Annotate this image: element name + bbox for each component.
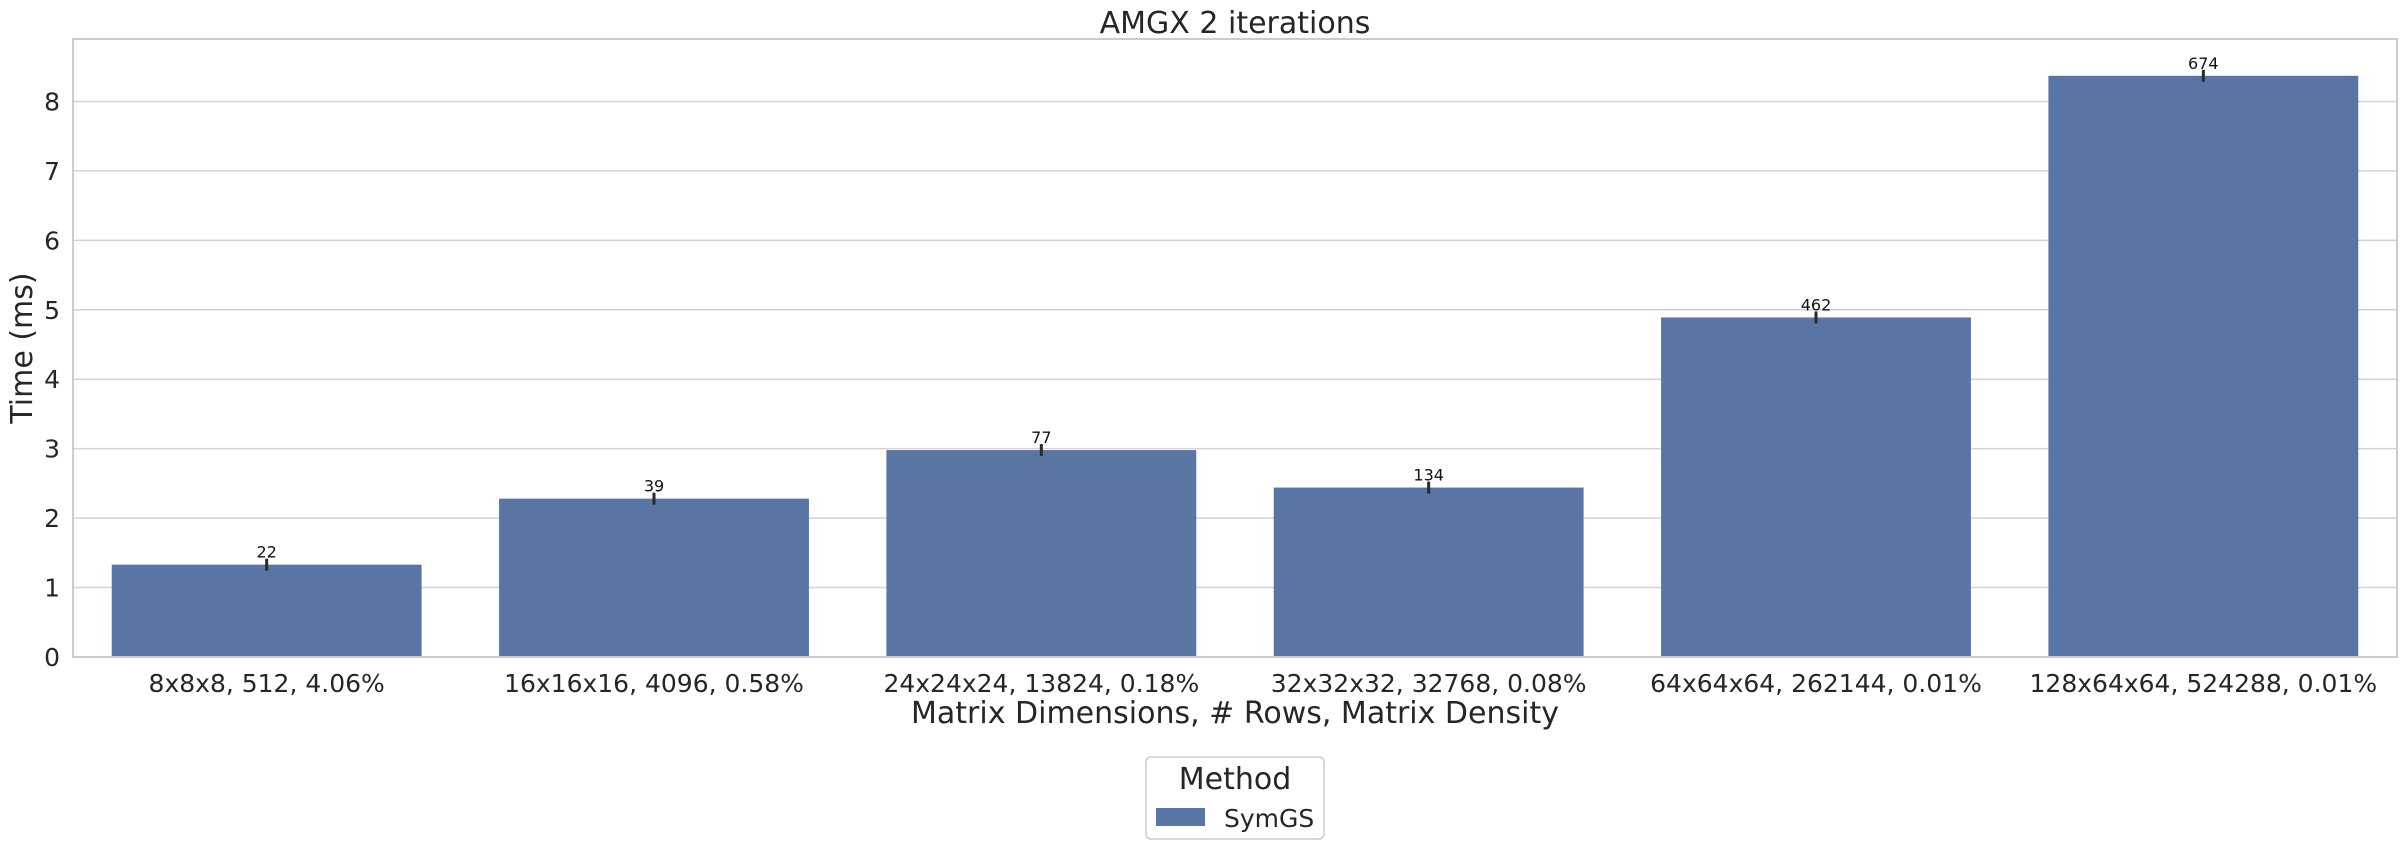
x-axis-label: Matrix Dimensions, # Rows, Matrix Densit… [911,696,1559,731]
x-tick-label: 32x32x32, 32768, 0.08% [1271,669,1587,698]
bars-layer [111,75,2359,657]
bar-value-label: 39 [644,477,664,496]
bar-value-label: 77 [1031,428,1051,447]
x-tick-label: 128x64x64, 524288, 0.01% [2030,669,2378,698]
x-tick-labels: 8x8x8, 512, 4.06% 16x16x16, 4096, 0.58% 24… [149,669,2378,698]
y-tick-labels: 0 1 2 3 4 5 6 7 8 [44,87,60,672]
error-bars-layer [265,69,2205,571]
bar [111,564,422,657]
y-tick-label: 7 [44,157,60,186]
x-tick-label: 24x24x24, 13824, 0.18% [883,669,1199,698]
x-tick-label: 64x64x64, 262144, 0.01% [1650,669,1982,698]
axes-frame [72,38,2398,658]
bar-value-label: 22 [256,543,276,562]
y-tick-label: 3 [44,435,60,464]
bar [886,450,1197,657]
y-tick-label: 1 [44,574,60,603]
y-tick-label: 6 [44,226,60,255]
legend-swatch-symgs [1156,808,1205,826]
legend: Method SymGS [1145,756,1325,840]
bar [499,498,809,657]
x-tick-label: 8x8x8, 512, 4.06% [149,669,385,698]
legend-label-symgs: SymGS [1224,804,1314,833]
bar [1273,487,1584,657]
x-tick-label: 16x16x16, 4096, 0.58% [504,669,804,698]
y-tick-label: 2 [44,504,60,533]
y-tick-label: 0 [44,643,60,672]
y-tick-label: 4 [44,365,60,394]
bar-value-label: 674 [2188,54,2219,73]
bar-value-label: 134 [1413,466,1444,485]
bar-value-label: 462 [1801,295,1832,314]
bar-labels-layer: 22 39 77 134 462 674 [256,54,2218,562]
bar [1661,317,1971,657]
legend-title: Method [1179,762,1292,797]
y-tick-label: 8 [44,87,60,116]
chart-title: AMGX 2 iterations [1100,6,1371,41]
bar [2048,75,2359,657]
y-tick-label: 5 [44,296,60,325]
y-axis-label: Time (ms) [5,272,40,424]
